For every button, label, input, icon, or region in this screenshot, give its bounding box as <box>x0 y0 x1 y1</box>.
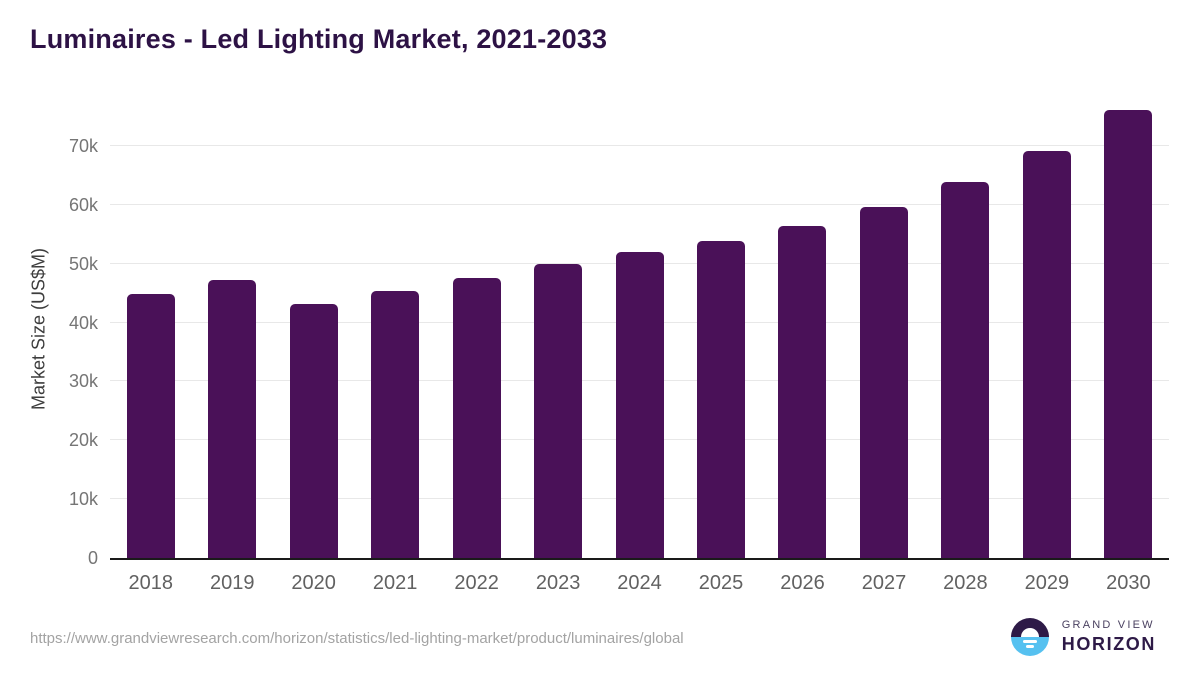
x-tick-label: 2019 <box>209 572 255 594</box>
y-tick-label: 30k <box>68 371 98 392</box>
bar-slot <box>762 100 843 558</box>
x-tick-label: 2026 <box>780 572 825 594</box>
bar-slot <box>680 100 761 558</box>
y-tick-label: 70k <box>68 135 98 156</box>
logo: GRAND VIEW HORIZON <box>1010 618 1156 656</box>
x-tick-label: 2024 <box>617 572 662 594</box>
chart-bar-2027[interactable] <box>859 206 908 558</box>
gridline <box>110 144 1169 146</box>
chart-bar-2020[interactable] <box>289 303 338 558</box>
chart-bar-2021[interactable] <box>371 290 420 558</box>
bar-slot <box>925 100 1006 558</box>
chart-bar-2026[interactable] <box>778 225 827 558</box>
x-tick-label: 2018 <box>128 572 173 594</box>
x-tick-label: 2030 <box>1106 572 1151 594</box>
chart-bar-2029[interactable] <box>1022 151 1071 558</box>
bar-slot <box>191 100 272 558</box>
y-tick-label: 60k <box>68 194 98 215</box>
bar-slot <box>843 100 924 558</box>
y-axis-tick-labels: 0 10k 20k 30k 40k 50k 60k 70k <box>0 100 98 567</box>
bar-slot <box>436 100 517 558</box>
chart-bar-2023[interactable] <box>534 264 583 558</box>
bar-slot <box>517 100 598 558</box>
x-tick-label: 2029 <box>1024 572 1070 594</box>
chart-bar-2024[interactable] <box>615 252 664 558</box>
bar-slot <box>1088 100 1169 558</box>
logo-reflection-line <box>1022 640 1037 643</box>
x-tick-label: 2028 <box>943 572 988 594</box>
source-url: https://www.grandviewresearch.com/horizo… <box>30 630 684 647</box>
logo-brand-name: GRAND VIEW <box>1061 618 1155 631</box>
plot-area <box>110 100 1169 560</box>
chart-bar-2025[interactable] <box>697 240 746 558</box>
chart-title: Luminaires - Led Lighting Market, 2021-2… <box>30 24 608 54</box>
y-tick-label: 20k <box>68 430 98 451</box>
x-tick-label: 2020 <box>291 572 336 594</box>
logo-sun-icon <box>1020 628 1039 637</box>
logo-sky-half <box>1010 618 1049 637</box>
chart-bar-2028[interactable] <box>941 181 990 558</box>
bar-slot <box>599 100 680 558</box>
chart-bar-2022[interactable] <box>452 277 501 558</box>
gridline <box>110 203 1169 205</box>
x-tick-label: 2025 <box>698 572 744 594</box>
logo-product-name: HORIZON <box>1061 633 1156 654</box>
logo-text: GRAND VIEW HORIZON <box>1062 619 1156 655</box>
chart-bar-2018[interactable] <box>126 294 175 558</box>
x-axis-labels: 2018 2019 2020 2021 2022 2023 2024 2025 2026 2027… <box>110 562 1169 595</box>
x-tick-label: 2021 <box>372 572 418 594</box>
x-tick-label: 2022 <box>454 572 499 594</box>
logo-reflection-line <box>1025 645 1034 648</box>
bar-slot <box>354 100 435 558</box>
y-tick-label: 10k <box>68 489 98 510</box>
bar-slot <box>110 100 191 558</box>
x-tick-label: 2023 <box>535 572 581 594</box>
y-tick-label: 0 <box>87 548 98 568</box>
y-tick-label: 40k <box>68 312 98 333</box>
chart-bar-2030[interactable] <box>1104 110 1153 558</box>
bar-slot <box>1006 100 1087 558</box>
bar-slot <box>273 100 354 558</box>
grand-view-horizon-logo-icon <box>1010 618 1049 656</box>
x-tick-label: 2027 <box>861 572 907 594</box>
chart-bar-2019[interactable] <box>208 280 257 558</box>
y-tick-label: 50k <box>68 253 98 274</box>
